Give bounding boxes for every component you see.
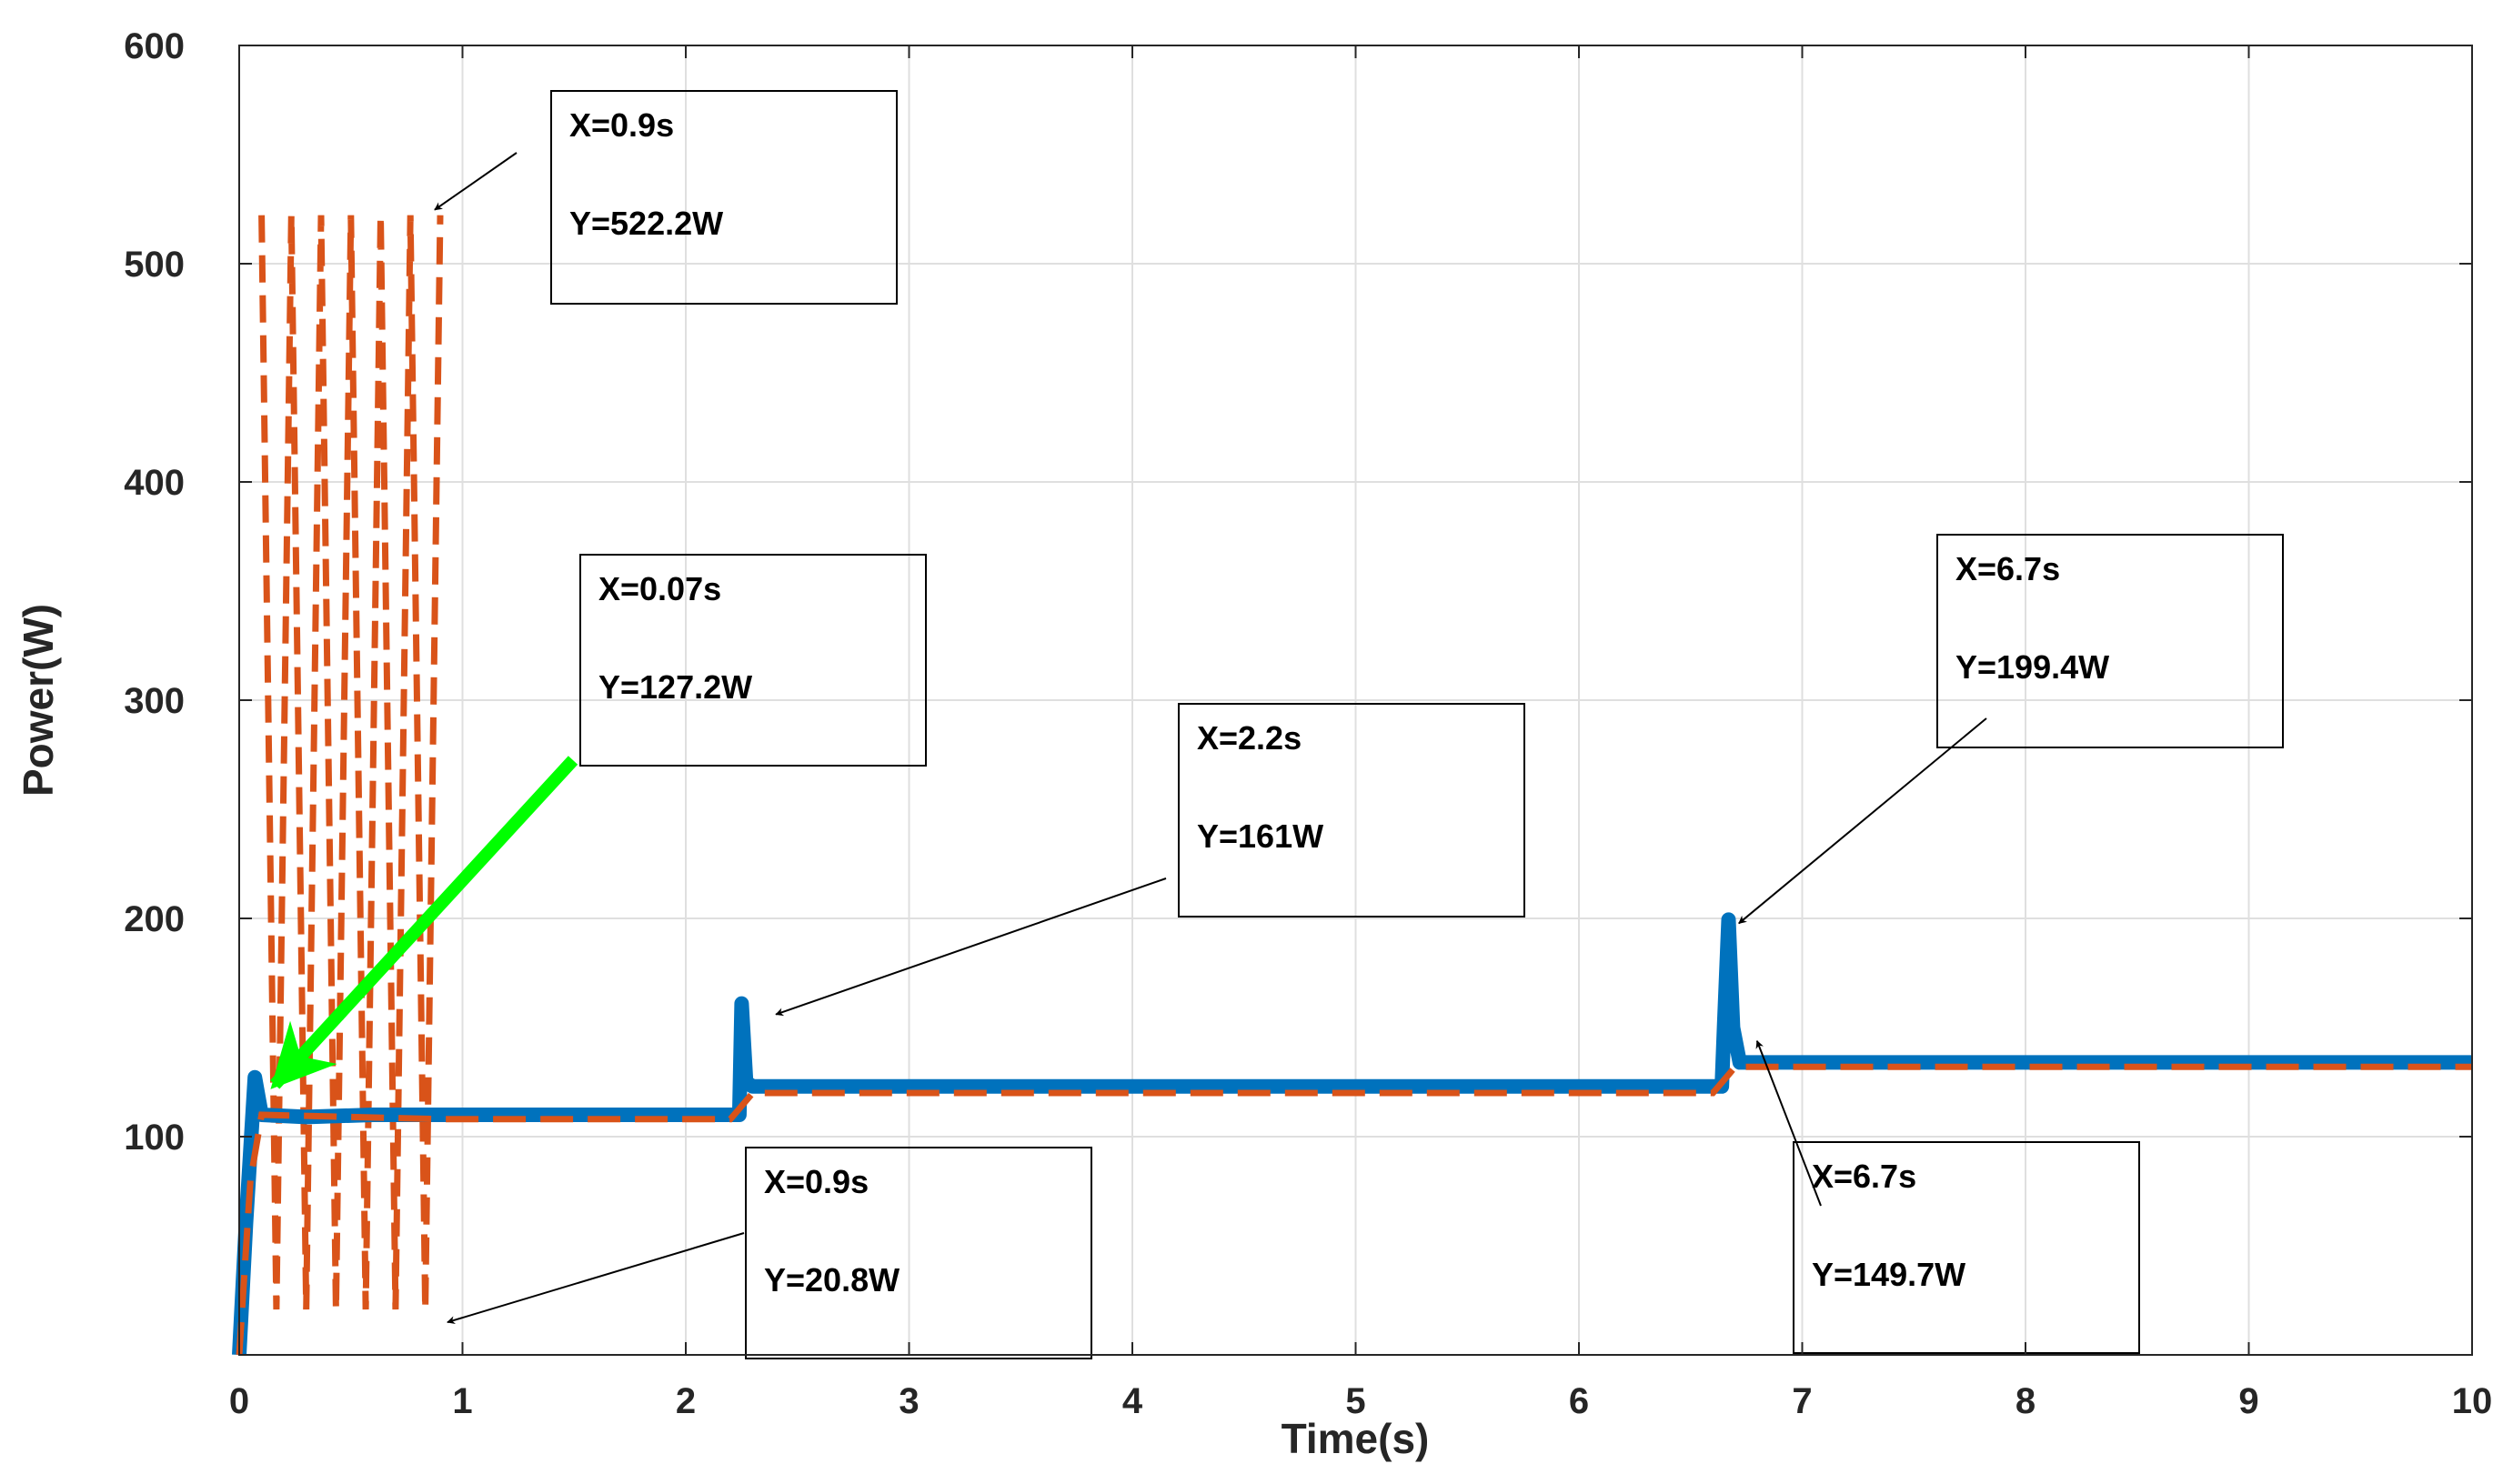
y-tick-label: 200 [124,899,185,939]
x-tick-label: 1 [452,1381,472,1421]
annotation: X=0.9s Y=522.2W [434,90,898,305]
dashed-series-line [236,1063,2472,1356]
x-tick-label: 3 [899,1381,919,1421]
annotation-arrow [270,756,578,1089]
x-tick-label: 4 [1122,1381,1143,1421]
y-axis-title: Power(W) [15,604,62,797]
annotation-label: Y=161W [1197,817,1323,855]
annotation-label: X=0.9s [569,106,674,144]
ticks: 0 1 2 3 4 5 6 7 8 9 10 100 200 300 400 500 600 [124,26,2492,1421]
annotation-label: X=0.07s [598,570,721,607]
annotation-arrow [1755,1039,1822,1207]
y-tick-label: 500 [124,245,185,285]
annotation-label: X=0.9s [764,1163,869,1200]
annotation-label: X=2.2s [1197,719,1302,757]
y-tick-label: 100 [124,1118,185,1158]
annotation-label: X=6.7s [1812,1158,1916,1195]
y-tick-label: 600 [124,26,185,66]
annotation: X=6.7s Y=149.7W [1755,1039,2140,1354]
annotation-box [1178,703,1525,917]
annotation-label: Y=20.8W [764,1261,900,1298]
x-tick-label: 7 [1792,1381,1812,1421]
y-tick-label: 400 [124,463,185,503]
annotation: X=0.9s Y=20.8W [447,1147,1092,1359]
y-tick-label: 300 [124,681,185,721]
annotation-label: Y=127.2W [598,668,752,706]
annotation-label: Y=149.7W [1812,1256,1965,1293]
annotation-arrow [1738,717,1987,925]
annotation-box [745,1147,1092,1359]
annotation-arrow [775,877,1167,1017]
annotation: X=0.07s Y=127.2W [270,554,927,1089]
annotation-label: Y=522.2W [569,205,723,242]
x-tick-label: 8 [2015,1381,2036,1421]
annotation: X=6.7s Y=199.4W [1738,534,2284,925]
annotation-box [579,554,927,767]
dashed-series-oscillation [258,215,444,1310]
annotation-arrow [447,1232,745,1325]
annotation-label: Y=199.4W [1955,648,2109,686]
x-tick-label: 6 [1569,1381,1589,1421]
annotations: X=0.9s Y=522.2W X=0.07s Y=127.2W X=2.2s Y=161… [270,90,2284,1359]
annotation-arrow [434,152,518,211]
x-tick-label: 10 [2452,1381,2493,1421]
x-tick-label: 5 [1345,1381,1365,1421]
x-tick-label: 9 [2238,1381,2258,1421]
series-layer [232,215,2472,1356]
annotation-box [1936,534,2284,748]
annotation: X=2.2s Y=161W [775,703,1525,1017]
annotation-label: X=6.7s [1955,550,2060,587]
annotation-box [550,90,898,305]
x-tick-label: 0 [229,1381,249,1421]
x-tick-label: 2 [676,1381,696,1421]
annotation-box [1793,1141,2140,1354]
x-axis-title: Time(s) [1282,1415,1430,1462]
